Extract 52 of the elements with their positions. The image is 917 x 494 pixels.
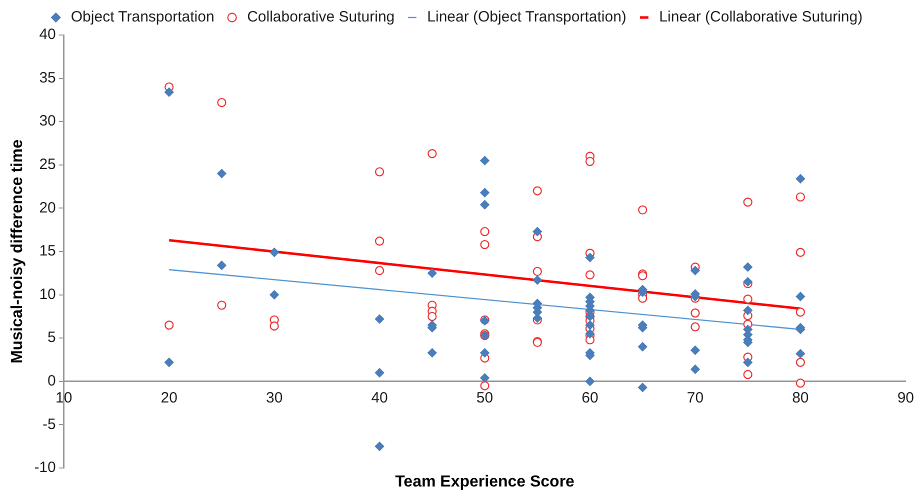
point bbox=[690, 308, 700, 318]
y-axis-title: Musical-noisy difference time bbox=[9, 139, 26, 364]
y-tick-label: -5 bbox=[42, 416, 56, 433]
point bbox=[532, 266, 542, 276]
point bbox=[374, 266, 384, 276]
x-tick-label: 50 bbox=[476, 390, 494, 407]
point bbox=[690, 322, 700, 332]
y-tick-label: 35 bbox=[39, 69, 56, 86]
point bbox=[585, 156, 595, 166]
x-tick-label: 60 bbox=[582, 390, 598, 407]
point bbox=[217, 98, 226, 108]
y-tick-label: 10 bbox=[39, 286, 56, 303]
y-tick-label: 40 bbox=[39, 26, 56, 44]
point bbox=[796, 192, 806, 202]
point bbox=[796, 358, 806, 367]
legend-label: Collaborative Suturing bbox=[247, 8, 395, 26]
legend-label: Object Transportation bbox=[70, 8, 214, 26]
point bbox=[270, 321, 279, 331]
x-tick-label: 20 bbox=[160, 390, 178, 407]
point bbox=[532, 186, 542, 196]
point bbox=[480, 381, 490, 390]
point bbox=[374, 236, 384, 246]
y-tick-label: 5 bbox=[48, 329, 56, 346]
legend-label: Linear (Object Transportation) bbox=[427, 8, 626, 26]
point bbox=[480, 226, 490, 236]
point bbox=[217, 300, 226, 310]
point bbox=[585, 270, 595, 280]
x-tick-label: 90 bbox=[897, 390, 914, 407]
point bbox=[164, 320, 174, 330]
point bbox=[796, 378, 806, 388]
y-tick-label: 25 bbox=[39, 156, 56, 174]
x-tick-label: 40 bbox=[371, 390, 388, 407]
point bbox=[743, 198, 752, 207]
point bbox=[796, 308, 806, 317]
y-tick-label: -10 bbox=[34, 459, 56, 476]
point bbox=[638, 205, 648, 215]
point bbox=[743, 370, 752, 380]
x-tick-label: 30 bbox=[266, 390, 283, 407]
point bbox=[480, 240, 490, 250]
y-tick-label: 20 bbox=[39, 199, 56, 216]
point bbox=[428, 312, 437, 322]
y-tick-label: 0 bbox=[48, 372, 56, 390]
point bbox=[374, 167, 384, 176]
y-tick-label: 30 bbox=[39, 112, 56, 130]
point bbox=[743, 294, 752, 304]
y-tick-label: 15 bbox=[39, 242, 56, 260]
x-tick-label: 80 bbox=[792, 390, 809, 407]
x-tick-label: 70 bbox=[686, 390, 704, 407]
point bbox=[428, 149, 437, 158]
x-axis-title: Team Experience Score bbox=[395, 473, 575, 490]
point bbox=[796, 248, 806, 257]
legend-label: Linear (Collaborative Suturing) bbox=[659, 8, 863, 26]
